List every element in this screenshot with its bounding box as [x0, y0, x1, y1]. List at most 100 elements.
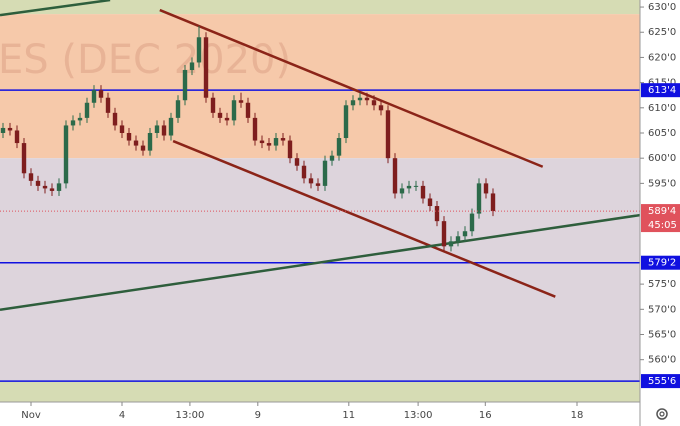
candle-body	[385, 110, 391, 159]
candle-body	[301, 165, 307, 179]
candle-body	[434, 206, 440, 222]
candle-body	[231, 100, 237, 121]
y-tick-label: 615'0	[648, 78, 676, 89]
candle-body	[476, 183, 482, 214]
candle-body	[448, 241, 454, 247]
y-tick-label: 565'0	[648, 329, 676, 340]
price-label-box	[641, 83, 680, 98]
candle-body	[280, 138, 286, 141]
watermark: ES (DEC 2020)	[0, 37, 291, 83]
candle-body	[196, 37, 202, 63]
candle-body	[21, 143, 27, 174]
candle-body	[77, 117, 83, 121]
current-price-box	[641, 204, 680, 233]
candle-body	[161, 125, 167, 136]
candle-body	[322, 160, 328, 186]
candle-body	[406, 185, 412, 189]
candle-body	[490, 193, 496, 212]
candle-body	[441, 221, 447, 247]
candle-body	[399, 188, 405, 194]
candle-body	[217, 112, 223, 118]
candle-body	[189, 62, 195, 71]
trend-line	[0, 0, 111, 17]
y-tick-label: 610'0	[648, 103, 676, 114]
candle-body	[273, 138, 279, 146]
y-tick-label: 600'0	[648, 153, 676, 164]
candle-body	[364, 97, 370, 101]
candle-body	[0, 127, 6, 133]
candle-body	[455, 236, 461, 242]
candle-body	[371, 100, 377, 106]
candle-body	[84, 102, 90, 118]
y-tick-label: 620'0	[648, 52, 676, 63]
candle-body	[63, 125, 69, 184]
candle-body	[7, 127, 13, 131]
trend-line	[159, 8, 544, 168]
x-tick-label: 11	[342, 410, 355, 421]
y-tick-label: 630'0	[648, 2, 676, 13]
candle-body	[14, 130, 20, 144]
candle-body	[147, 132, 153, 151]
candle-body	[224, 117, 230, 121]
candle-body	[42, 185, 48, 189]
candle-body	[413, 185, 419, 187]
zone	[0, 381, 640, 402]
candle-body	[126, 132, 132, 141]
y-tick-label: 625'0	[648, 27, 676, 38]
candle-body	[336, 138, 342, 156]
price-label: 613'4	[648, 85, 676, 96]
candle-body	[35, 180, 41, 186]
candle-body	[315, 183, 321, 186]
candle-body	[294, 158, 300, 166]
countdown-label: 45:05	[648, 220, 677, 231]
settings-icon[interactable]	[656, 408, 668, 420]
candle-body	[112, 112, 118, 126]
trend-line	[172, 139, 556, 298]
candle-body	[287, 140, 293, 159]
candle-body	[252, 117, 258, 141]
candle-body	[98, 90, 104, 98]
candle-body	[483, 183, 489, 194]
candle-body	[203, 37, 209, 98]
zone	[0, 158, 640, 382]
gear[interactable]	[656, 408, 668, 420]
candle-body	[28, 173, 34, 181]
candle-body	[308, 178, 314, 184]
candle-body	[56, 183, 62, 191]
candle-body	[427, 198, 433, 207]
x-tick-label: 16	[479, 410, 492, 421]
candle-body	[210, 97, 216, 113]
candle-body	[420, 185, 426, 199]
candle-body	[266, 143, 272, 146]
candle-body	[119, 125, 125, 133]
candle-body	[357, 97, 363, 101]
x-tick-label: 9	[255, 410, 261, 421]
x-tick-label: 4	[119, 410, 125, 421]
candle-body	[350, 100, 356, 106]
time-axis-panel	[0, 402, 640, 426]
y-tick-label: 570'0	[648, 304, 676, 315]
y-tick-label: 595'0	[648, 178, 676, 189]
candle-body	[133, 140, 139, 146]
candle-body	[154, 125, 160, 133]
candle-body	[378, 105, 384, 111]
candle-body	[182, 70, 188, 101]
x-tick-label: 18	[571, 410, 584, 421]
candle-body	[259, 140, 265, 144]
candle-body	[168, 117, 174, 136]
candle-body	[91, 90, 97, 103]
trend-line	[0, 213, 640, 312]
candle-body	[392, 158, 398, 194]
candle-body	[245, 102, 251, 118]
price-label: 579'2	[648, 258, 676, 269]
gear-hub[interactable]	[659, 411, 665, 417]
price-label-box	[641, 374, 680, 389]
candle-body	[105, 97, 111, 113]
candle-body	[140, 145, 146, 151]
x-tick-label: 13:00	[175, 410, 204, 421]
candle-body	[70, 120, 76, 126]
current-price-label: 589'4	[648, 206, 676, 217]
candle-body	[238, 100, 244, 103]
